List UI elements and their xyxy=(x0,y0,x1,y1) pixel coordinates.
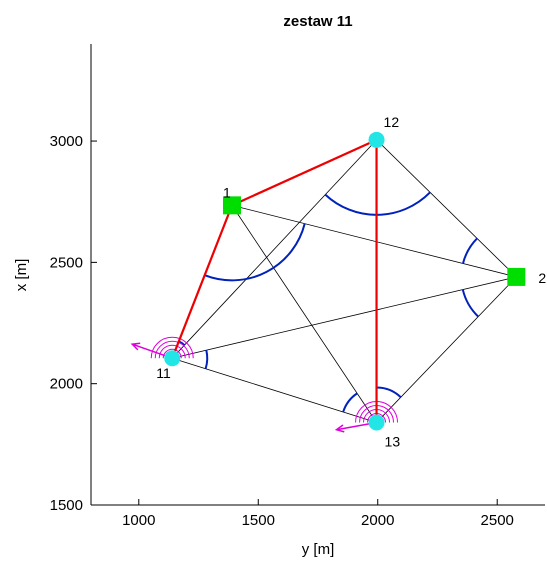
point-marker-13 xyxy=(368,414,385,431)
point-marker-12 xyxy=(368,131,385,148)
angle-arc-1-2 xyxy=(204,223,306,282)
y-tick-label-2500: 2500 xyxy=(50,254,83,271)
angle-arc-12-1 xyxy=(376,191,431,216)
y-tick-label-1500: 1500 xyxy=(50,497,83,514)
x-tick-label-2500: 2500 xyxy=(481,512,514,529)
distance-line-11-1 xyxy=(171,204,234,359)
sight-line-11-12 xyxy=(171,139,377,359)
sight-line-11-2 xyxy=(172,276,517,359)
point-marker-2 xyxy=(507,267,526,286)
distance-line-1-12 xyxy=(231,138,377,207)
sight-line-12-2 xyxy=(376,139,517,278)
y-tick-label-2000: 2000 xyxy=(50,376,83,393)
angle-arc-11-6 xyxy=(204,349,209,370)
sight-line-13-2 xyxy=(376,276,517,423)
direction-ring-11-3 xyxy=(154,340,190,359)
point-label-11: 11 xyxy=(156,365,171,381)
chart-title: zestaw 11 xyxy=(283,13,352,30)
angle-arc-2-4 xyxy=(461,289,479,318)
x-tick-label-1500: 1500 xyxy=(242,512,275,529)
direction-ring-11-4 xyxy=(150,336,194,359)
point-marker-1 xyxy=(222,196,241,215)
point-label-2: 2 xyxy=(538,270,546,286)
sight-line-11-13 xyxy=(172,357,377,423)
y-tick-label-3000: 3000 xyxy=(50,133,83,150)
x-axis-label: y [m] xyxy=(302,541,335,558)
y-axis-label: x [m] xyxy=(13,259,30,292)
point-label-1: 1 xyxy=(223,184,231,200)
direction-arrowhead-13 xyxy=(334,424,345,433)
x-tick-label-1000: 1000 xyxy=(122,512,155,529)
point-label-12: 12 xyxy=(384,114,400,130)
sight-line-1-2 xyxy=(231,204,517,278)
angle-arc-13-7 xyxy=(342,392,358,413)
axes: 1000 1500 2000 2500 1500 2000 2500 3000 xyxy=(50,44,545,529)
angle-arc-2-3 xyxy=(462,237,478,264)
point-label-13: 13 xyxy=(385,434,401,450)
sight-line-1-13 xyxy=(231,205,377,423)
direction-arrowhead-11 xyxy=(130,342,141,351)
point-marker-11 xyxy=(164,350,181,367)
angle-arc-12-0 xyxy=(324,193,377,216)
x-tick-label-2000: 2000 xyxy=(361,512,394,529)
angle-arc-13-8 xyxy=(376,386,402,399)
